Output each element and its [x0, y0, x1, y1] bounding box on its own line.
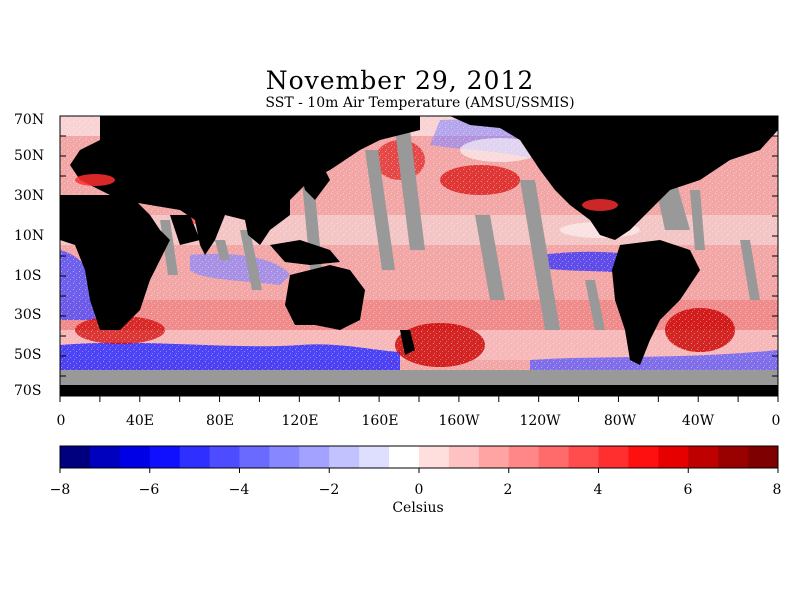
- lon-label: 80W: [603, 413, 637, 429]
- sst-anomaly-map: [60, 116, 778, 396]
- lat-label: 30N: [14, 188, 45, 204]
- japan: [300, 160, 330, 200]
- colorbar-swatch: [119, 446, 151, 468]
- colorbar-swatch: [718, 446, 749, 468]
- colorbar-swatch: [748, 446, 779, 468]
- africa: [60, 195, 170, 330]
- antarctica: [60, 385, 778, 396]
- colorbar-swatch: [538, 446, 570, 468]
- colorbar-swatch: [658, 446, 689, 468]
- colorbar-swatch: [508, 446, 540, 468]
- colorbar-label: 0: [414, 482, 424, 498]
- colorbar-swatch: [179, 446, 211, 468]
- colorbar-label: 8: [772, 482, 782, 498]
- lon-label: 0: [56, 413, 66, 429]
- colorbar-swatch: [359, 446, 390, 468]
- colorbar-swatch: [478, 446, 510, 468]
- colorbar-swatch: [149, 446, 181, 468]
- colorbar-swatch: [299, 446, 330, 468]
- land: [60, 116, 778, 396]
- lon-label: 40E: [125, 413, 155, 429]
- colorbar-swatch: [209, 446, 240, 468]
- lon-label: 160W: [438, 413, 480, 429]
- colorbar: [60, 446, 779, 468]
- map-title: November 29, 2012: [265, 66, 535, 95]
- colorbar-swatch: [269, 446, 300, 468]
- colorbar-swatch: [329, 446, 360, 468]
- lat-label: 10N: [14, 228, 45, 244]
- lon-label: 40W: [681, 413, 715, 429]
- map-subtitle: SST - 10m Air Temperature (AMSU/SSMIS): [265, 95, 575, 111]
- colorbar-label: −8: [49, 482, 71, 498]
- colorbar-label: −6: [138, 482, 160, 498]
- lat-label: 70S: [14, 383, 42, 399]
- greenland: [700, 116, 750, 145]
- madagascar: [132, 270, 142, 295]
- south-america: [612, 240, 700, 365]
- colorbar-swatch: [419, 446, 450, 468]
- longitude-ticks: [59, 396, 779, 402]
- colorbar-swatch: [568, 446, 599, 468]
- colorbar-ticks: [59, 468, 779, 473]
- lon-label: 120E: [281, 413, 319, 429]
- colorbar-unit: Celsius: [392, 500, 444, 516]
- colorbar-swatch: [389, 446, 420, 468]
- colorbar-swatch: [239, 446, 270, 468]
- new-zealand: [400, 330, 415, 355]
- colorbar-label: −2: [318, 482, 340, 498]
- colorbar-swatch: [628, 446, 659, 468]
- colorbar-swatch: [60, 446, 91, 468]
- colorbar-swatch: [688, 446, 719, 468]
- colorbar-label: 4: [593, 482, 603, 498]
- latitude-ticks: [60, 115, 778, 397]
- gulf-warm: [582, 199, 618, 211]
- eurasia: [70, 116, 420, 255]
- colorbar-swatch: [448, 446, 480, 468]
- colorbar-label: −4: [228, 482, 250, 498]
- north-america: [450, 116, 778, 240]
- arabia: [170, 215, 200, 245]
- lat-label: 50N: [14, 148, 45, 164]
- lon-label: 0: [771, 413, 781, 429]
- lon-label: 160E: [361, 413, 399, 429]
- mediterranean-warm: [75, 174, 115, 186]
- lat-label: 30S: [14, 307, 42, 323]
- indonesia: [270, 240, 340, 265]
- lon-label: 80E: [205, 413, 235, 429]
- lat-label: 50S: [14, 347, 42, 363]
- colorbar-swatch: [598, 446, 629, 468]
- lon-label: 120W: [519, 413, 561, 429]
- lat-label: 70N: [14, 112, 45, 128]
- australia: [285, 265, 365, 330]
- colorbar-swatch: [89, 446, 121, 468]
- colorbar-label: 6: [683, 482, 693, 498]
- colorbar-label: 2: [503, 482, 513, 498]
- lat-label: 10S: [14, 268, 42, 284]
